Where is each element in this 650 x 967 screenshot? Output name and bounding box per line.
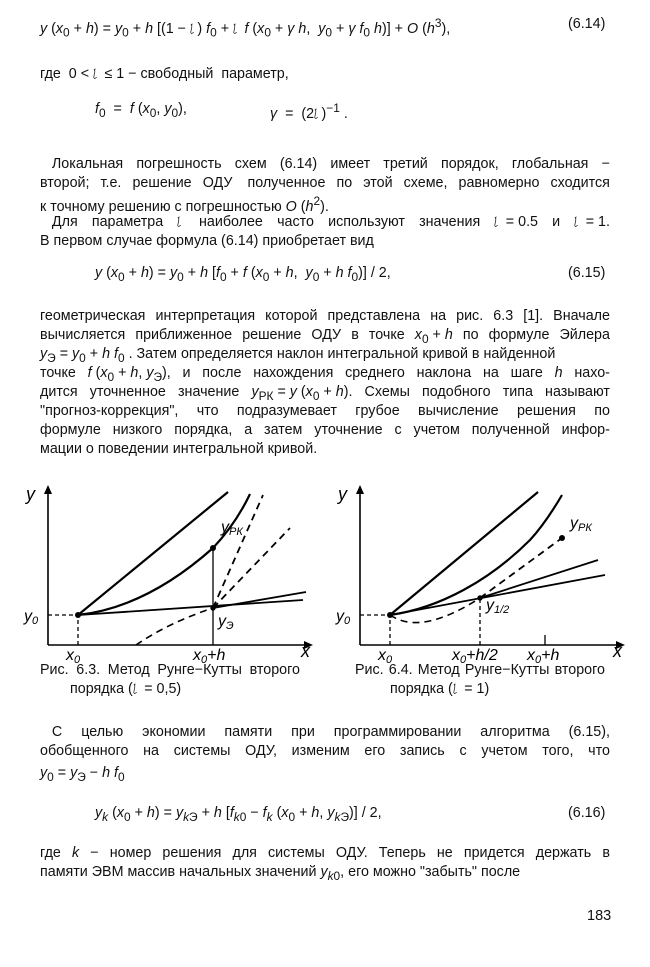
svg-text:yЭ: yЭ bbox=[217, 613, 234, 632]
svg-text:y: y bbox=[336, 484, 348, 504]
svg-text:x: x bbox=[300, 641, 311, 661]
svg-text:y: y bbox=[24, 484, 36, 504]
svg-text:yРК: yРК bbox=[569, 515, 592, 534]
svg-text:y0: y0 bbox=[23, 608, 39, 627]
svg-text:x: x bbox=[612, 641, 623, 661]
svg-text:y1/2: y1/2 bbox=[485, 597, 509, 616]
svg-text:y0: y0 bbox=[335, 608, 351, 627]
svg-text:yРК: yРК bbox=[220, 519, 243, 538]
